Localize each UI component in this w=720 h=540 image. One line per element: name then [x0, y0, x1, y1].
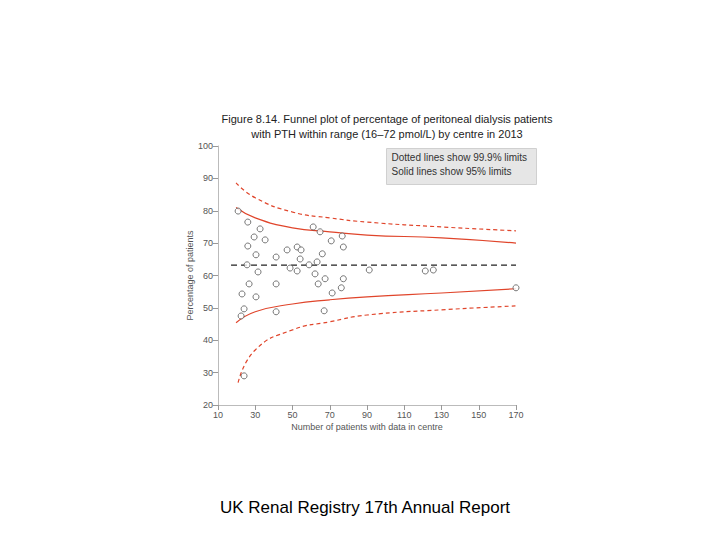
svg-text:90: 90: [203, 173, 213, 183]
svg-text:110: 110: [397, 410, 411, 420]
svg-text:20: 20: [203, 400, 213, 410]
svg-text:80: 80: [203, 206, 213, 216]
svg-text:90: 90: [362, 410, 372, 420]
svg-text:30: 30: [250, 410, 260, 420]
svg-text:Dotted lines show 99.9% limits: Dotted lines show 99.9% limits: [392, 152, 528, 163]
svg-text:Solid lines show 95% limits: Solid lines show 95% limits: [392, 166, 512, 177]
svg-text:50: 50: [203, 303, 213, 313]
svg-text:40: 40: [203, 335, 213, 345]
svg-text:Figure 8.14. Funnel plot of pe: Figure 8.14. Funnel plot of percentage o…: [222, 113, 553, 125]
svg-text:130: 130: [434, 410, 449, 420]
svg-text:100: 100: [198, 141, 213, 151]
svg-text:50: 50: [287, 410, 297, 420]
svg-text:UK Renal Registry 17th Annual: UK Renal Registry 17th Annual Report: [220, 498, 510, 517]
svg-text:150: 150: [471, 410, 486, 420]
svg-text:60: 60: [203, 271, 213, 281]
svg-text:170: 170: [508, 410, 523, 420]
svg-text:with PTH within range (16–72 p: with PTH within range (16–72 pmol/L) by …: [250, 128, 522, 140]
svg-text:Number of patients with data i: Number of patients with data in centre: [291, 422, 443, 432]
svg-text:70: 70: [203, 238, 213, 248]
svg-text:70: 70: [325, 410, 335, 420]
svg-text:Percentage of patients: Percentage of patients: [185, 230, 195, 321]
svg-text:10: 10: [213, 410, 223, 420]
svg-text:30: 30: [203, 368, 213, 378]
